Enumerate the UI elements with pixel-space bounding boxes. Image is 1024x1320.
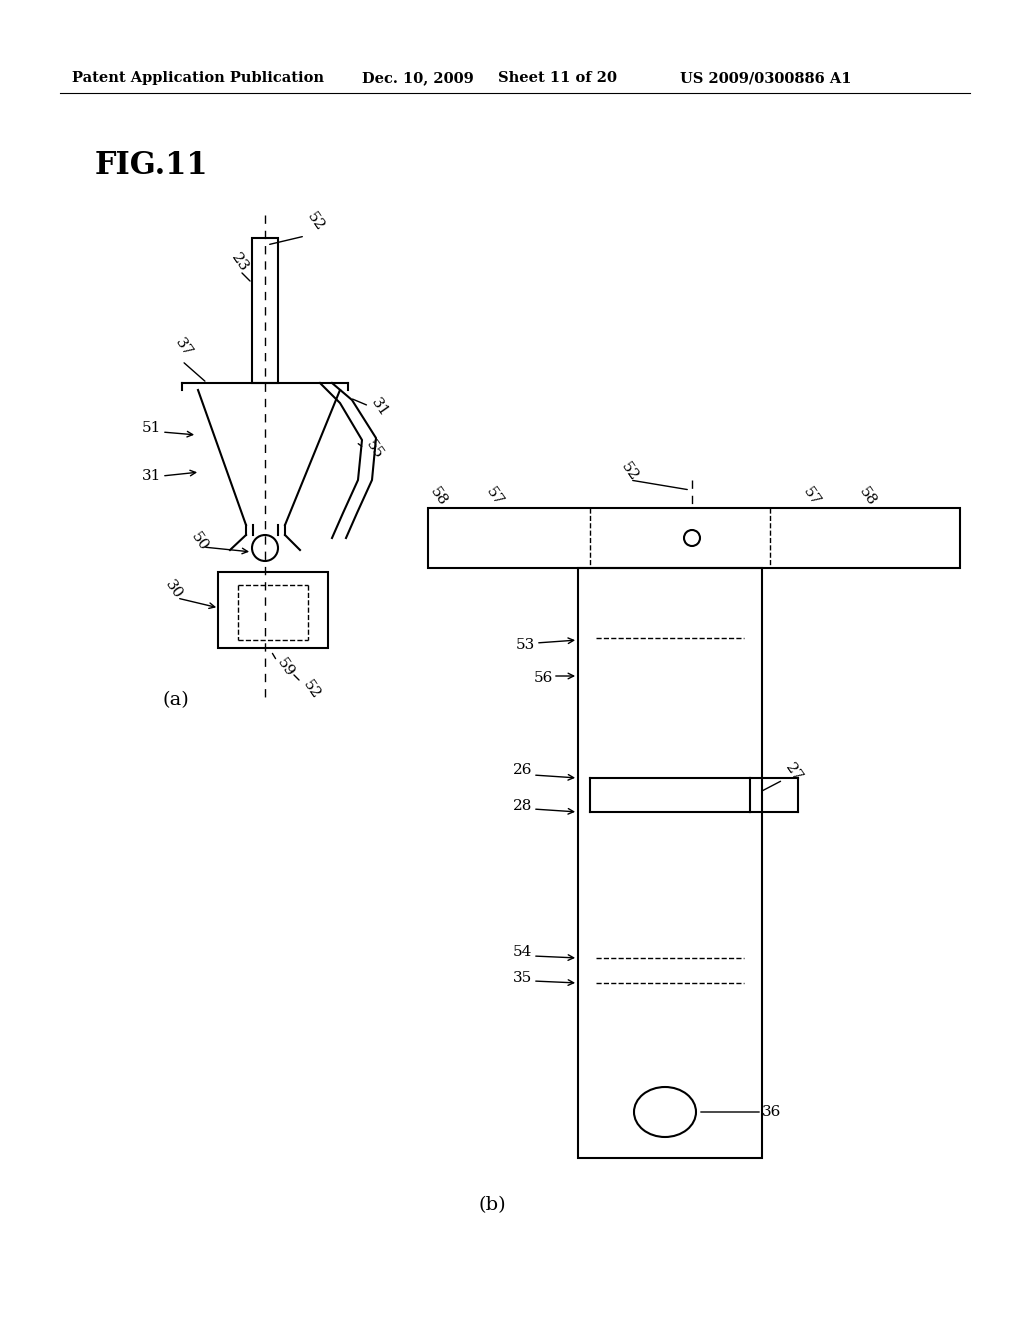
Text: 23: 23 <box>228 251 251 275</box>
Text: (a): (a) <box>162 690 188 709</box>
Text: (b): (b) <box>478 1196 506 1214</box>
Text: US 2009/0300886 A1: US 2009/0300886 A1 <box>680 71 852 84</box>
Text: 27: 27 <box>782 762 805 785</box>
Text: 50: 50 <box>188 531 211 554</box>
Text: Patent Application Publication: Patent Application Publication <box>72 71 324 84</box>
Text: 58: 58 <box>427 486 450 510</box>
Text: 57: 57 <box>800 486 822 510</box>
Text: Dec. 10, 2009: Dec. 10, 2009 <box>362 71 474 84</box>
Text: 54: 54 <box>513 945 532 960</box>
Text: 53: 53 <box>516 638 536 652</box>
Text: 51: 51 <box>142 421 162 436</box>
Text: 30: 30 <box>162 578 184 602</box>
Text: 52: 52 <box>300 678 323 702</box>
Text: 28: 28 <box>513 799 532 813</box>
Text: 57: 57 <box>483 486 506 510</box>
Text: 52: 52 <box>618 461 641 484</box>
Text: FIG.11: FIG.11 <box>95 149 209 181</box>
Text: 31: 31 <box>368 396 390 420</box>
Text: 35: 35 <box>513 972 532 985</box>
Text: 52: 52 <box>304 210 327 234</box>
Text: 36: 36 <box>762 1105 781 1119</box>
Text: 31: 31 <box>142 469 162 483</box>
Text: 26: 26 <box>513 763 532 777</box>
Text: 58: 58 <box>856 486 879 510</box>
Text: Sheet 11 of 20: Sheet 11 of 20 <box>498 71 617 84</box>
Text: 37: 37 <box>172 337 195 360</box>
Text: 56: 56 <box>534 671 553 685</box>
Text: 55: 55 <box>362 438 385 462</box>
Text: 59: 59 <box>274 656 297 680</box>
